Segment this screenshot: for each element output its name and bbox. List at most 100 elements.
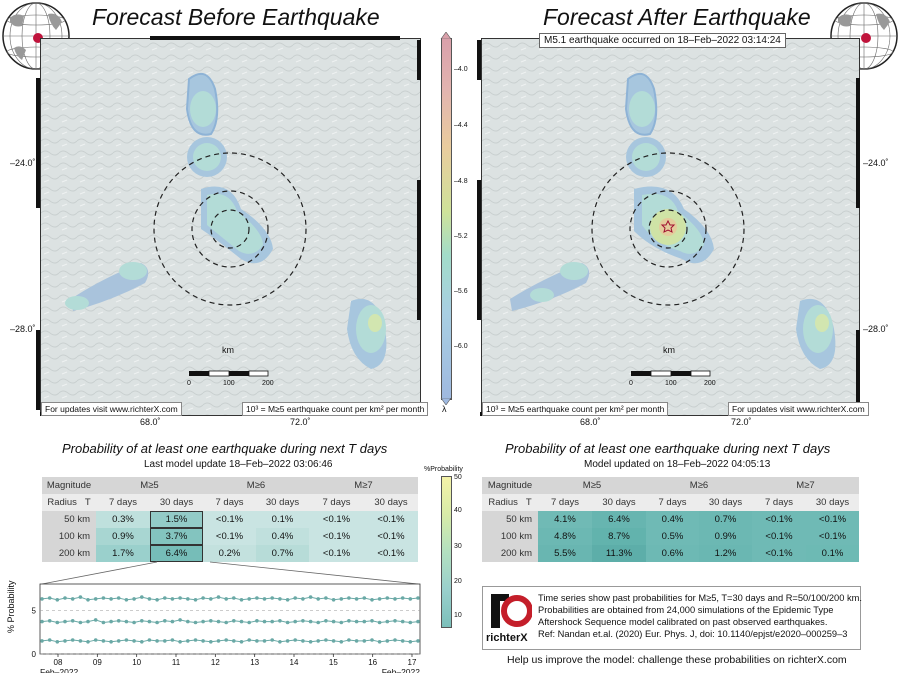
series-point	[262, 597, 267, 601]
map-after	[481, 38, 860, 416]
series-point	[316, 597, 321, 601]
prob-title-right: Probability of at least one earthquake d…	[505, 441, 831, 456]
series-point	[109, 640, 113, 644]
series-point	[370, 638, 374, 642]
update-note-right: For updates visit www.richterX.com	[728, 402, 869, 416]
series-point	[400, 619, 405, 624]
pct-colorbar	[441, 476, 452, 628]
scale-bar-right	[631, 370, 711, 377]
x-tick-label: 12	[211, 658, 220, 667]
scale-tick-200-left: 200	[262, 380, 274, 387]
series-point	[278, 619, 282, 623]
series-point	[408, 597, 413, 601]
series-point	[293, 619, 298, 624]
series-point	[354, 597, 359, 601]
scale-unit-right: km	[663, 345, 675, 355]
series-point	[270, 619, 275, 624]
pct-tick-20: 20	[454, 578, 462, 585]
colorbar-tick-5: –5.6	[454, 288, 468, 295]
lon-label-72-left: 72.0˚	[290, 417, 311, 427]
y-tick-label: 5	[32, 606, 37, 615]
series-point	[132, 639, 136, 643]
series-point	[47, 596, 52, 600]
table-row: 50 km 0.3% 1.5% <0.1% 0.1% <0.1% <0.1%	[42, 511, 418, 528]
series-point	[400, 596, 405, 600]
colorbar-arrow-top	[440, 32, 452, 39]
prob-title-left: Probability of at least one earthquake d…	[62, 441, 388, 456]
series-point	[78, 620, 83, 625]
series-point	[55, 620, 60, 625]
series-point	[232, 619, 236, 623]
series-point	[193, 620, 198, 625]
help-link[interactable]: Help us improve the model: challenge the…	[507, 654, 847, 666]
series-point	[55, 640, 60, 644]
radius-circle-200km-after	[591, 152, 745, 306]
series-point	[416, 596, 420, 600]
series-point	[201, 596, 205, 600]
series-point	[140, 619, 144, 623]
x-tick-label: 09	[93, 658, 102, 667]
hdr-m7: M≥7	[309, 477, 418, 494]
series-point	[101, 596, 106, 600]
series-point	[47, 638, 52, 642]
series-point	[224, 620, 228, 625]
series-point	[93, 618, 98, 622]
pct-tick-10: 10	[454, 612, 462, 619]
series-point	[86, 619, 90, 624]
series-point	[193, 598, 198, 602]
lon-label-68-left: 68.0˚	[140, 417, 161, 427]
pct-bar-title: %Probability	[424, 466, 463, 473]
series-point	[101, 620, 106, 625]
hotspot-islands-after	[510, 72, 836, 369]
y-axis-label: % Probability	[6, 580, 16, 633]
table-row: 100 km 0.9% 3.7% <0.1% 0.4% <0.1% <0.1%	[42, 528, 418, 545]
series-point	[147, 619, 152, 624]
colorbar-tick-3: –4.8	[454, 178, 468, 185]
series-point	[285, 620, 290, 625]
series-point	[155, 598, 159, 602]
series-point	[331, 639, 336, 643]
series-point	[301, 597, 305, 601]
series-point	[324, 619, 328, 623]
series-point	[339, 597, 344, 601]
series-point	[385, 596, 390, 600]
series-point	[255, 596, 259, 600]
x-tick-label: 08	[54, 658, 63, 667]
series-point	[247, 597, 251, 601]
hdr-m5: M≥5	[96, 477, 203, 494]
series-point	[40, 619, 44, 624]
series-point	[285, 639, 290, 643]
series-point	[393, 638, 397, 642]
lon-label-68-right: 68.0˚	[580, 417, 601, 427]
lat-label-bottom-right: –28.0˚	[863, 324, 889, 334]
x-start-label: Feb–2022	[40, 667, 79, 673]
colorbar-arrow-bottom	[440, 398, 452, 405]
richterx-logo-icon	[491, 594, 532, 628]
series-point	[293, 638, 298, 642]
hdr-radius-t: Radius T	[42, 494, 96, 511]
series-point	[416, 639, 420, 643]
richterx-brand: richterX	[486, 632, 528, 644]
series-point	[385, 619, 390, 624]
series-point	[278, 640, 282, 644]
x-tick-label: 13	[250, 658, 259, 667]
series-point	[186, 639, 190, 643]
series-point	[93, 597, 98, 601]
title-after: Forecast After Earthquake	[543, 4, 811, 30]
pct-tick-40: 40	[454, 507, 462, 514]
series-point	[186, 597, 190, 601]
series-point	[408, 640, 413, 644]
series-point	[86, 598, 90, 602]
x-tick-label: 10	[132, 658, 141, 667]
info-line-2: Probabilities are obtained from 24,000 s…	[538, 605, 834, 615]
radius-circle-100km	[191, 190, 269, 268]
x-tick-label: 15	[329, 658, 338, 667]
hdr-magnitude: Magnitude	[42, 477, 96, 494]
series-point	[216, 619, 221, 624]
scale-bar-left	[189, 370, 269, 377]
series-point	[78, 639, 83, 643]
earthquake-event-label: M5.1 earthquake occurred on 18–Feb–2022 …	[539, 33, 786, 48]
info-box	[482, 586, 861, 650]
series-point	[316, 639, 321, 643]
series-point	[101, 639, 106, 643]
